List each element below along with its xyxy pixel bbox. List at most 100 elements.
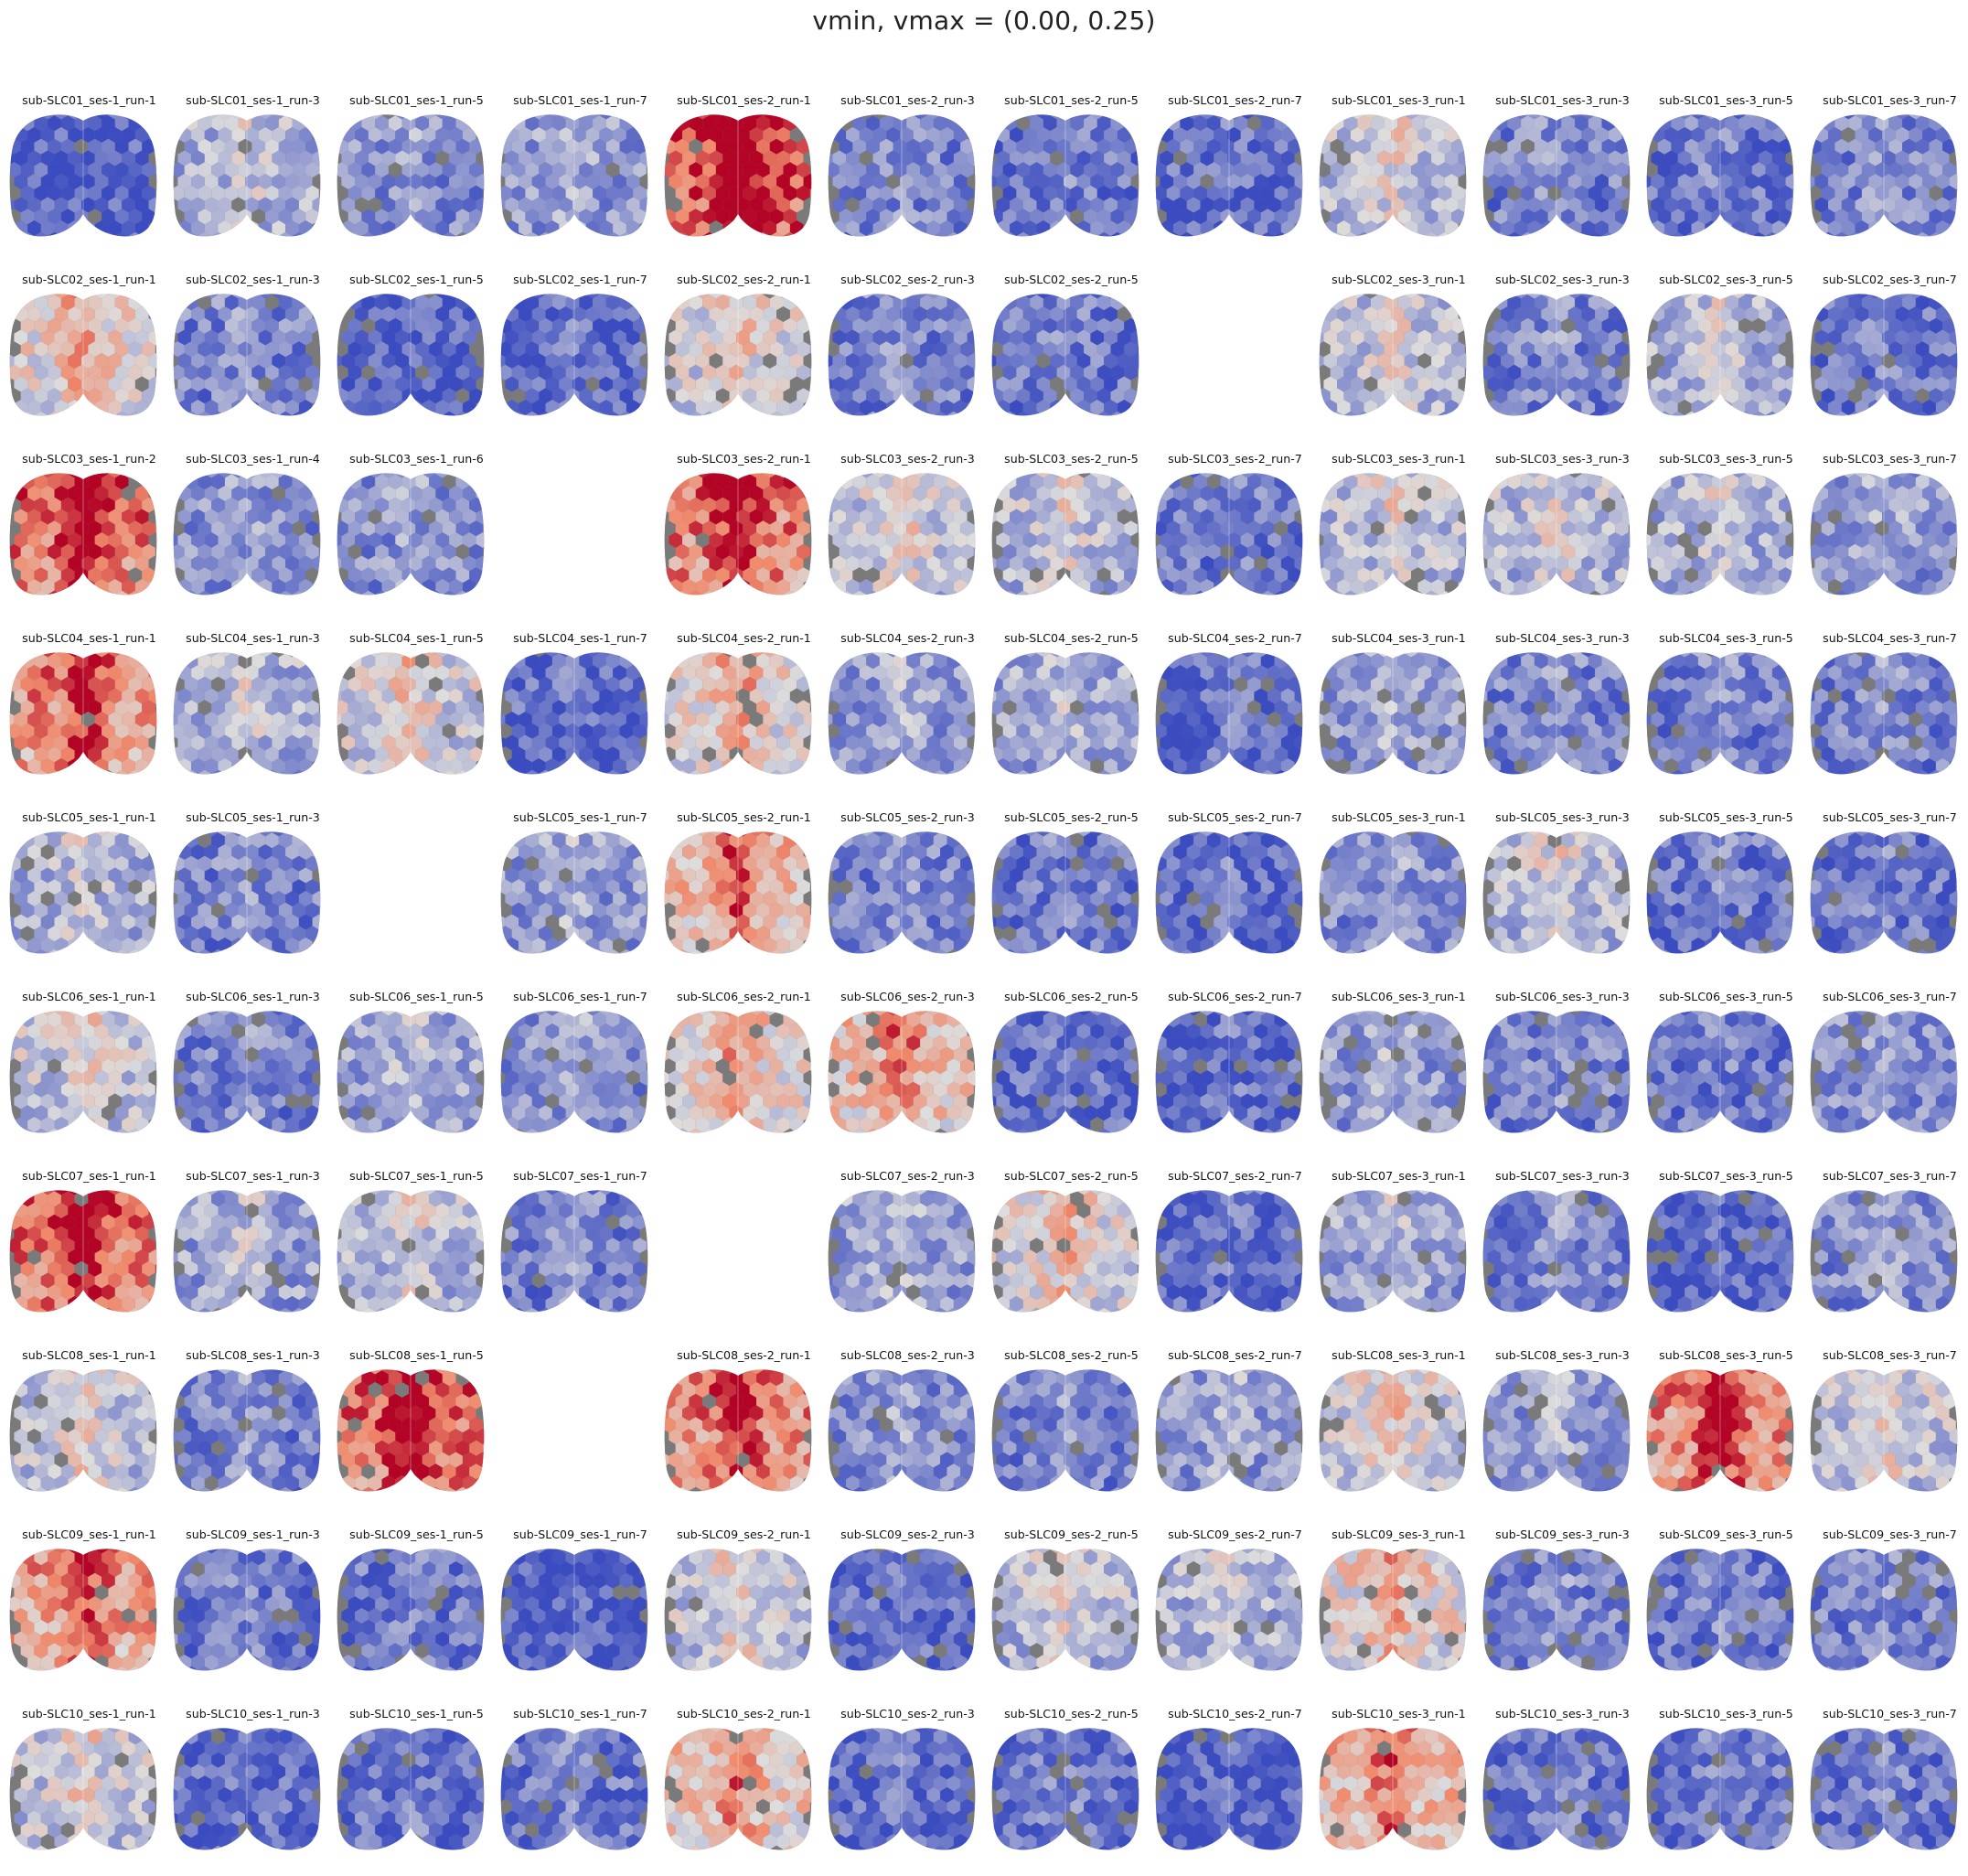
- parcel: [476, 470, 487, 478]
- parcel: [1451, 412, 1465, 419]
- parcel: [1138, 318, 1141, 334]
- parcel: [155, 388, 159, 403]
- parcel: [730, 232, 743, 240]
- parcel: [1808, 306, 1814, 322]
- parcel: [1779, 412, 1792, 419]
- parcel: [906, 232, 920, 240]
- parcel: [1481, 295, 1494, 310]
- panel-title: sub-SLC03_ses-2_run-5: [989, 452, 1153, 466]
- parcel: [1629, 498, 1632, 513]
- parcel: [579, 412, 593, 419]
- parcel: [402, 412, 416, 419]
- parcel: [974, 139, 978, 155]
- parcel: [88, 412, 102, 419]
- panel-title: sub-SLC01_ses-2_run-5: [989, 93, 1153, 107]
- parcel: [662, 474, 676, 489]
- brain-map-panel: sub-SLC02_ses-3_run-3: [1481, 273, 1644, 442]
- parcel: [171, 115, 185, 131]
- brain-map-panel: sub-SLC01_ses-2_run-1: [662, 93, 826, 263]
- parcel: [954, 291, 968, 299]
- panel-title: sub-SLC03_ses-2_run-3: [826, 452, 989, 466]
- parcel: [1317, 591, 1331, 598]
- parcel: [790, 112, 804, 120]
- parcel: [1317, 220, 1323, 236]
- brain-map-image: [7, 112, 159, 240]
- parcel: [1792, 232, 1796, 240]
- parcel: [1808, 400, 1814, 415]
- parcel: [1288, 591, 1301, 598]
- parcel: [1317, 295, 1331, 310]
- parcel: [968, 470, 978, 478]
- brain-map-panel: sub-SLC01_ses-1_run-5: [335, 93, 498, 263]
- brain-map-image: [498, 291, 650, 419]
- parcel: [171, 295, 185, 310]
- parcel: [743, 232, 756, 240]
- panel-title: sub-SLC01_ses-2_run-3: [826, 93, 989, 107]
- parcel: [989, 112, 996, 120]
- brain-map-image: [1644, 470, 1796, 598]
- parcel: [1465, 115, 1469, 131]
- parcel: [335, 474, 348, 489]
- parcel: [7, 474, 21, 489]
- panel-title: sub-SLC02_ses-1_run-1: [7, 273, 171, 286]
- parcel: [1698, 412, 1712, 419]
- parcel: [1712, 412, 1726, 419]
- parcel: [7, 412, 21, 419]
- brain-map-image: [1644, 291, 1796, 419]
- parcel: [498, 412, 512, 419]
- parcel: [1138, 498, 1141, 513]
- parcel: [810, 412, 814, 419]
- brain-map-image: [662, 112, 814, 240]
- parcel: [1481, 112, 1487, 120]
- parcel: [171, 220, 177, 236]
- panel-title: sub-SLC02_ses-2_run-5: [989, 273, 1153, 286]
- parcel: [1465, 139, 1469, 155]
- brain-map-panel: sub-SLC03_ses-1_run-6: [335, 452, 498, 621]
- parcel: [1629, 591, 1632, 598]
- parcel: [668, 112, 682, 120]
- brain-map-panel: sub-SLC01_ses-3_run-5: [1644, 93, 1808, 263]
- brain-map-panel: sub-SLC02_ses-2_run-5: [989, 273, 1153, 442]
- parcel: [1644, 400, 1651, 415]
- parcel: [989, 232, 1003, 240]
- parcel: [810, 591, 814, 598]
- parcel: [647, 295, 650, 310]
- parcel: [810, 474, 814, 489]
- parcel: [335, 115, 348, 131]
- parcel: [1138, 209, 1141, 224]
- parcel: [251, 591, 265, 598]
- parcel: [299, 112, 313, 120]
- parcel: [804, 291, 814, 299]
- parcel: [743, 591, 756, 598]
- parcel: [1629, 115, 1632, 131]
- parcel: [1808, 232, 1822, 240]
- parcel: [155, 209, 159, 224]
- brain-map-image: [1153, 112, 1305, 240]
- parcel: [1792, 412, 1796, 419]
- parcel: [1629, 209, 1632, 224]
- parcel: [319, 295, 323, 310]
- parcel: [319, 232, 323, 240]
- parcel: [483, 139, 487, 155]
- panel-title: sub-SLC02_ses-3_run-5: [1644, 273, 1808, 286]
- parcel: [906, 591, 920, 598]
- brain-map-panel: sub-SLC01_ses-1_run-7: [498, 93, 662, 263]
- parcel: [1153, 486, 1160, 501]
- brain-map-panel: sub-SLC01_ses-3_run-1: [1317, 93, 1481, 263]
- parcel: [1622, 291, 1632, 299]
- parcel: [716, 232, 730, 240]
- parcel: [640, 112, 650, 120]
- brain-map-image: [7, 470, 159, 598]
- parcel: [483, 295, 487, 310]
- parcel: [1481, 474, 1494, 489]
- parcel: [1317, 412, 1331, 419]
- parcel: [341, 112, 355, 120]
- parcel: [1862, 412, 1876, 419]
- parcel: [389, 412, 402, 419]
- parcel: [1629, 567, 1632, 583]
- parcel: [826, 232, 840, 240]
- parcel: [1371, 232, 1385, 240]
- parcel: [1070, 412, 1084, 419]
- panel-title: sub-SLC01_ses-2_run-7: [1153, 93, 1317, 107]
